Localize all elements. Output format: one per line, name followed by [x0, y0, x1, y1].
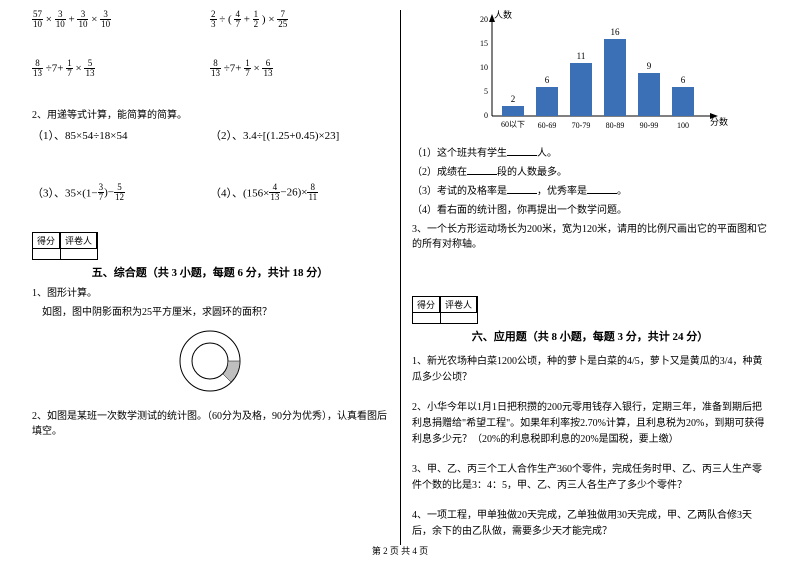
ring-figure [32, 326, 388, 399]
q6-3: 3、甲、乙、丙三个工人合作生产360个零件，完成任务时甲、乙、丙三人生产零件个数… [412, 462, 768, 494]
bar-value: 16 [604, 27, 626, 37]
bar [536, 87, 558, 116]
bar [604, 39, 626, 116]
section-5-title: 五、综合题（共 3 小题，每题 6 分，共计 18 分） [32, 264, 388, 280]
q5-2: 2、如图是某班一次数学测试的统计图。（60分为及格，90分为优秀），认真看图后填… [32, 409, 388, 439]
q5-1: 1、图形计算。 [32, 286, 388, 301]
score-box-6: 得分 评卷人 [412, 296, 478, 324]
page: 5710 × 310 + 310 × 310 23 ÷ ( 47 + 12 ) … [0, 0, 800, 540]
expr-row-1: 5710 × 310 + 310 × 310 23 ÷ ( 47 + 12 ) … [32, 10, 388, 29]
x-tick: 90-99 [634, 121, 664, 130]
c4: （4）看右面的统计图，你再提出一个数学问题。 [412, 203, 768, 218]
q6-4: 4、一项工程，甲单独做20天完成，乙单独做用30天完成，甲、乙两队合修3天后，余… [412, 508, 768, 540]
left-column: 5710 × 310 + 310 × 310 23 ÷ ( 47 + 12 ) … [20, 10, 400, 540]
section-6-title: 六、应用题（共 8 小题，每题 3 分，共计 24 分） [412, 328, 768, 344]
y-tick: 5 [472, 87, 488, 96]
bar [672, 87, 694, 116]
y-tick: 20 [472, 15, 488, 24]
expr-row-2: 813 ÷7+ 17 × 513 813 ÷7+ 17 × 613 [32, 59, 388, 78]
expr-2b: 813 ÷7+ 17 × 613 [210, 59, 388, 78]
q6-1: 1、新光农场种白菜1200公顷，种的萝卜是白菜的4/5，萝卜又是黄瓜的3/4，种… [412, 354, 768, 386]
q3: 3、一个长方形运动场长为200米，宽为120米，请用的比例尺画出它的平面图和它的… [412, 222, 768, 252]
c3: （3）考试的及格率是，优秀率是。 [412, 184, 768, 199]
bar-value: 11 [570, 51, 592, 61]
bar [638, 73, 660, 116]
grader-label: 评卷人 [441, 297, 477, 313]
q5-1b: 如图，图中阴影面积为25平方厘米，求圆环的面积？ [32, 305, 388, 320]
q2-title: 2、用递等式计算，能简算的简算。 [32, 108, 388, 123]
q2-row2: （3）、35×(1−37)−512 （4）、(156×413−26)×811 [32, 183, 388, 202]
bar-value: 9 [638, 61, 660, 71]
bar-value: 6 [672, 75, 694, 85]
bar [570, 63, 592, 116]
y-tick: 15 [472, 39, 488, 48]
score-label: 得分 [413, 297, 440, 313]
q2-1: （1）、85×54÷18×54 [32, 127, 210, 143]
c1: （1）这个班共有学生人。 [412, 146, 768, 161]
q2-4: （4）、(156×413−26)×811 [210, 183, 388, 202]
q2-row1: （1）、85×54÷18×54 （2）、3.4÷[(1.25+0.45)×23] [32, 127, 388, 143]
ring-icon [170, 326, 250, 396]
x-tick: 100 [668, 121, 698, 130]
y-tick: 0 [472, 111, 488, 120]
expr-1a: 5710 × 310 + 310 × 310 [32, 10, 210, 29]
right-column: 人数 分数 05101520260以下660-691170-791680-899… [400, 10, 780, 540]
q2-2: （2）、3.4÷[(1.25+0.45)×23] [210, 127, 388, 143]
x-tick: 60以下 [498, 119, 528, 130]
x-tick: 70-79 [566, 121, 596, 130]
x-tick: 80-89 [600, 121, 630, 130]
q6-2: 2、小华今年以1月1日把积攒的200元零用钱存入银行，定期三年，准备到期后把利息… [412, 400, 768, 448]
expr-2a: 813 ÷7+ 17 × 513 [32, 59, 210, 78]
q2-3: （3）、35×(1−37)−512 [32, 183, 210, 202]
c2: （2）成绩在段的人数最多。 [412, 165, 768, 180]
bar [502, 106, 524, 116]
bar-value: 2 [502, 94, 524, 104]
y-tick: 10 [472, 63, 488, 72]
expr-1b: 23 ÷ ( 47 + 12 ) × 725 [210, 10, 388, 29]
score-box-5: 得分 评卷人 [32, 232, 98, 260]
grader-label: 评卷人 [61, 233, 97, 249]
bar-value: 6 [536, 75, 558, 85]
bar-chart: 人数 分数 05101520260以下660-691170-791680-899… [460, 10, 720, 140]
score-label: 得分 [33, 233, 60, 249]
x-tick: 60-69 [532, 121, 562, 130]
